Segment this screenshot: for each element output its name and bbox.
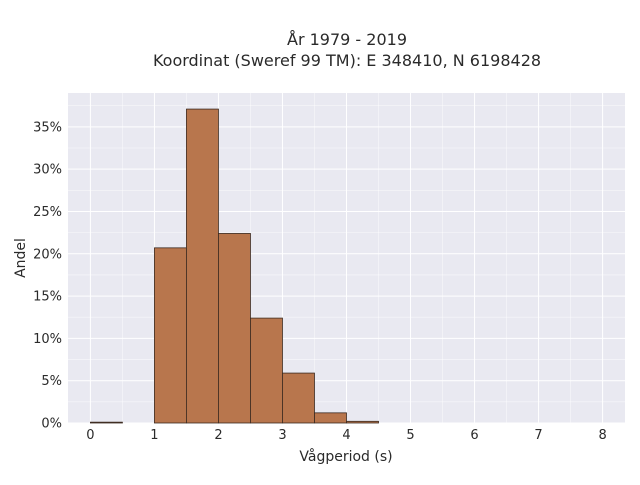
x-tick-label: 4 — [342, 428, 350, 443]
x-tick-label: 2 — [214, 428, 222, 443]
x-tick-label: 3 — [278, 428, 286, 443]
histogram-bar — [90, 421, 123, 424]
x-tick-label: 8 — [598, 428, 606, 443]
histogram-bar — [218, 233, 251, 424]
y-tick-label: 5% — [41, 374, 62, 389]
histogram-bar — [282, 372, 315, 424]
y-tick-label: 30% — [33, 163, 62, 178]
y-tick-label: 25% — [33, 205, 62, 220]
y-tick-label: 15% — [33, 290, 62, 305]
y-tick-label: 0% — [41, 417, 62, 432]
y-tick-label: 10% — [33, 332, 62, 347]
x-tick-label: 5 — [406, 428, 414, 443]
x-tick-label: 6 — [470, 428, 478, 443]
y-tick-label: 35% — [33, 120, 62, 135]
x-tick-label: 0 — [86, 428, 94, 443]
x-axis-label: Vågperiod (s) — [299, 448, 392, 465]
histogram-bars — [90, 108, 379, 424]
chart-title: År 1979 - 2019 Koordinat (Sweref 99 TM):… — [153, 30, 541, 70]
y-tick-labels: 0% 5% 10% 15% 20% 25% 30% 35% — [33, 120, 62, 431]
histogram-bar — [154, 247, 187, 424]
histogram-bar — [250, 317, 283, 424]
histogram-bar — [186, 108, 219, 424]
histogram-bar — [346, 420, 379, 424]
histogram-bar — [314, 412, 347, 424]
chart-title-line-1: År 1979 - 2019 — [287, 30, 407, 49]
x-tick-labels: 0 1 2 3 4 5 6 7 8 — [86, 428, 606, 443]
y-axis-label: Andel — [13, 238, 29, 278]
chart-title-line-2: Koordinat (Sweref 99 TM): E 348410, N 61… — [153, 51, 541, 70]
x-tick-label: 1 — [150, 428, 158, 443]
y-tick-label: 20% — [33, 247, 62, 262]
x-tick-label: 7 — [534, 428, 542, 443]
